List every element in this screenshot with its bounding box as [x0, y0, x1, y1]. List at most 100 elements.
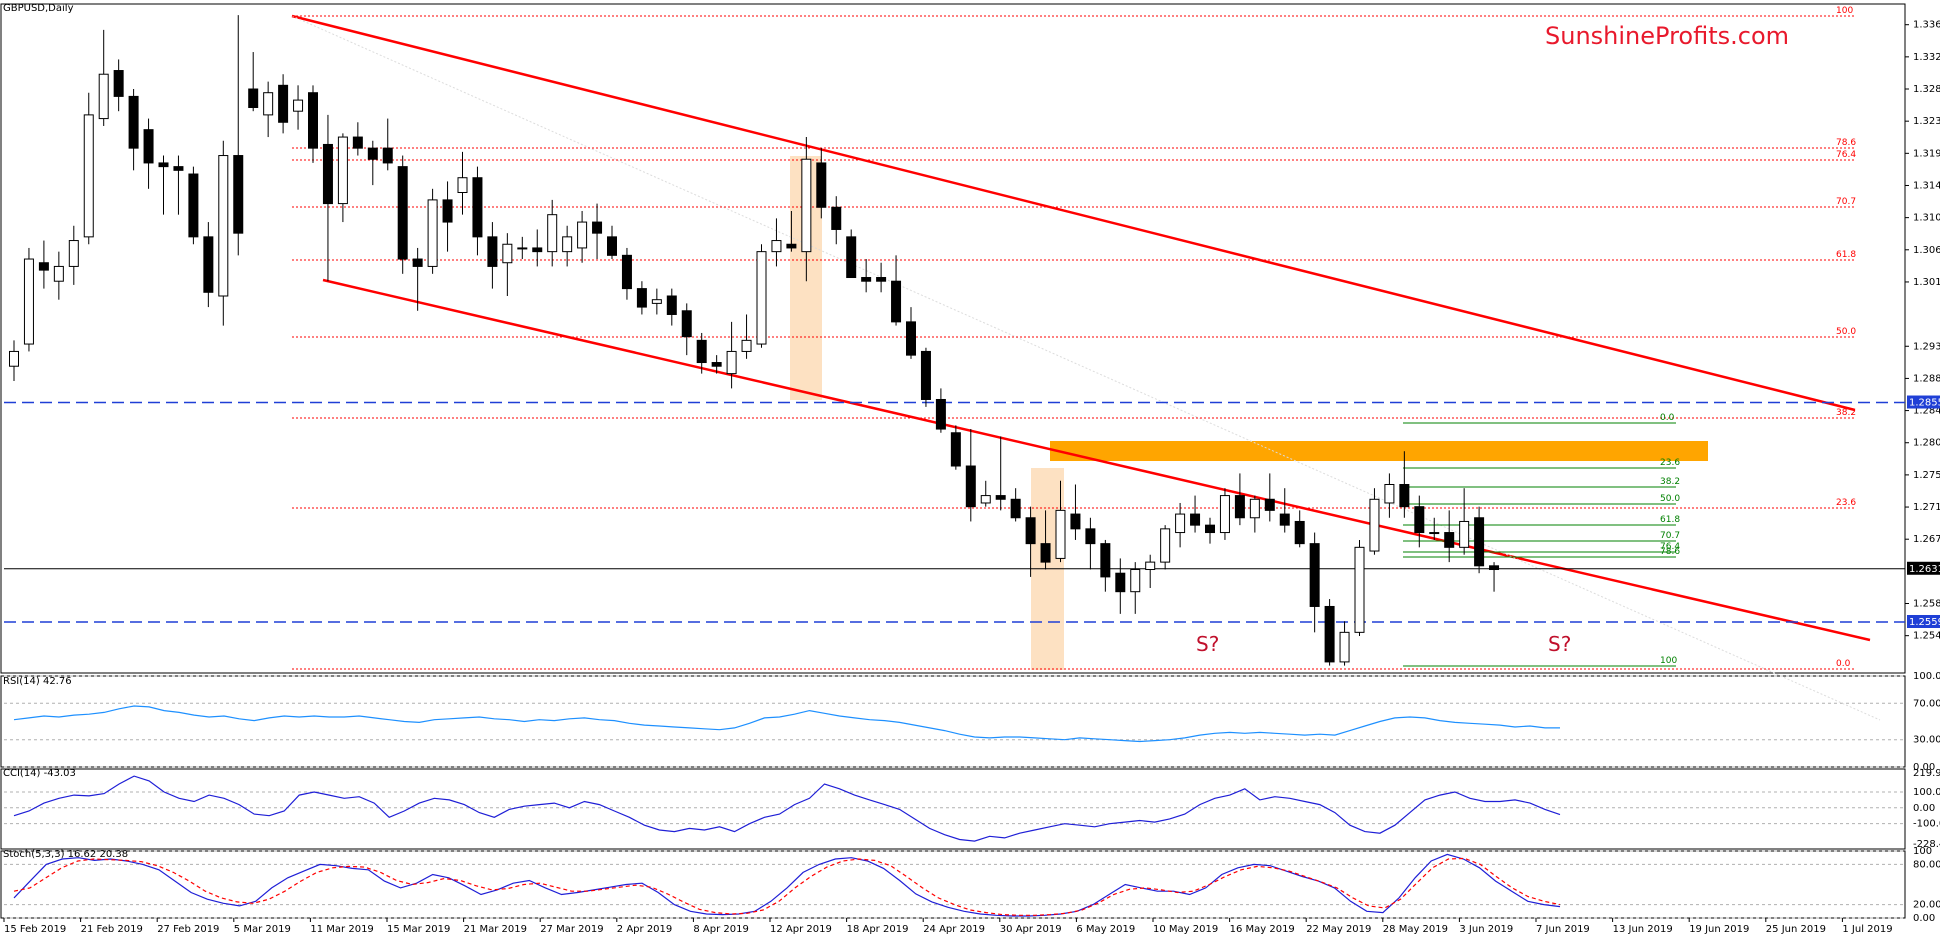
candle	[322, 114, 333, 282]
y-tick-label: 1.25840	[1913, 599, 1940, 610]
stoch-title: Stoch(5,3,3) 16.62 20.38	[3, 849, 128, 860]
candle	[950, 425, 961, 470]
candle-body	[158, 162, 169, 168]
x-tick-label: 15 Feb 2019	[4, 924, 66, 935]
y-tick-label: 1.30190	[1913, 277, 1940, 288]
candle-body	[786, 243, 797, 249]
candle-body	[412, 258, 423, 267]
support-price-box	[1907, 614, 1940, 628]
candle	[218, 140, 229, 326]
candle	[502, 233, 513, 296]
candle	[173, 155, 184, 215]
candle	[1219, 488, 1230, 540]
candle	[935, 388, 946, 433]
stoch-main-line	[13, 853, 1561, 917]
candle-body	[1294, 520, 1305, 545]
candle-body	[696, 339, 707, 364]
fib-red-label: 61.8	[1836, 250, 1856, 260]
lower-trend-line	[322, 278, 1871, 642]
x-tick-label: 11 Mar 2019	[310, 924, 373, 935]
candle	[1384, 473, 1395, 518]
y-tick-label: 1.29320	[1913, 341, 1940, 352]
candle-body	[113, 70, 124, 97]
candle	[621, 247, 632, 300]
x-tick-label: 19 Jun 2019	[1689, 924, 1749, 935]
candle-body	[352, 136, 363, 149]
candle-body	[1489, 565, 1500, 571]
support-price-label: 1.25590	[1909, 617, 1940, 628]
candle	[188, 166, 199, 245]
fib-green-label: 0.0	[1660, 413, 1675, 423]
candle-body	[1339, 631, 1350, 663]
candle	[1175, 502, 1186, 548]
x-tick-label: 16 May 2019	[1230, 924, 1295, 935]
x-tick-label: 6 May 2019	[1076, 924, 1135, 935]
candle	[38, 240, 49, 289]
candle	[143, 118, 154, 189]
candle-body	[681, 310, 692, 338]
candle-body	[1190, 513, 1201, 526]
y-tick-label: 1.31060	[1913, 213, 1940, 224]
panel-main	[0, 3, 1906, 674]
candle	[786, 210, 797, 252]
candle-body	[83, 114, 94, 238]
candle-body	[726, 350, 737, 375]
candle-body	[532, 247, 543, 253]
candle	[9, 340, 19, 382]
x-tick-label: 2 Apr 2019	[617, 924, 672, 935]
candle-body	[188, 173, 199, 238]
cci-title: CCI(14) -43.03	[3, 768, 76, 779]
candle-body	[143, 129, 154, 164]
candle-body	[711, 362, 722, 367]
candle-body	[322, 143, 333, 205]
fib-levels: 10078.676.470.761.850.038.223.60.00.023.…	[292, 6, 1856, 670]
fib-green-label: 78.6	[1660, 547, 1680, 557]
candle-body	[547, 214, 558, 253]
x-tick-label: 1 Jul 2019	[1842, 924, 1892, 935]
x-tick-label: 24 Apr 2019	[923, 924, 985, 935]
fib-green-label: 50.0	[1660, 494, 1680, 504]
current-price-label: 1.26310	[1909, 564, 1940, 575]
candle	[293, 85, 304, 130]
candle-body	[263, 92, 274, 116]
x-tick-label: 8 Apr 2019	[693, 924, 748, 935]
candle-body	[831, 206, 842, 230]
indicators	[13, 705, 1561, 917]
candle	[1055, 480, 1066, 563]
candle-body	[1130, 569, 1141, 593]
x-tick-label: 15 Mar 2019	[387, 924, 450, 935]
candle	[1279, 488, 1290, 533]
candle	[1264, 473, 1275, 522]
candle-body	[1040, 543, 1051, 563]
candle	[1010, 488, 1021, 522]
annotation-s-left: S?	[1196, 632, 1219, 656]
candle-body	[1160, 528, 1171, 563]
x-tick-label: 3 Jun 2019	[1459, 924, 1513, 935]
resistance-zone	[1050, 441, 1708, 461]
candle	[1145, 554, 1156, 588]
candle-body	[1279, 513, 1290, 526]
cci-tick-label: -100.00	[1913, 819, 1940, 830]
candle	[1324, 599, 1335, 666]
candle-body	[278, 84, 289, 123]
candle-body	[308, 92, 318, 149]
candle-body	[1309, 543, 1320, 607]
x-tick-label: 10 May 2019	[1153, 924, 1218, 935]
candle	[1429, 517, 1440, 540]
y-tick-label: 1.28015	[1913, 438, 1940, 449]
y-tick-label: 1.27580	[1913, 470, 1940, 481]
candle	[83, 92, 94, 245]
candle	[1414, 495, 1425, 548]
candle	[233, 15, 244, 256]
candle	[681, 303, 692, 356]
candle	[1070, 484, 1081, 540]
candle	[1399, 451, 1410, 518]
candle-body	[995, 495, 1006, 500]
candle-body	[1219, 495, 1230, 534]
y-tick-label: 1.27145	[1913, 502, 1940, 513]
candle	[711, 355, 722, 374]
y-tick-label: 1.33235	[1913, 52, 1940, 63]
candle	[995, 436, 1006, 511]
candle-body	[1055, 509, 1066, 559]
candle-body	[891, 280, 902, 323]
